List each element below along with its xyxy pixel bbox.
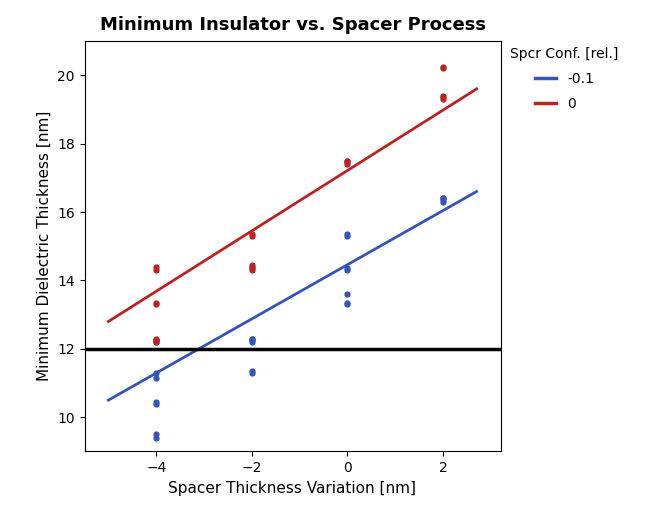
- Point: [343, 300, 353, 308]
- Point: [438, 92, 448, 100]
- X-axis label: Spacer Thickness Variation [nm]: Spacer Thickness Variation [nm]: [168, 481, 417, 496]
- Point: [151, 369, 161, 377]
- Point: [246, 263, 257, 271]
- Point: [343, 299, 353, 307]
- Point: [151, 338, 161, 346]
- Point: [343, 264, 353, 272]
- Point: [246, 369, 257, 377]
- Point: [151, 374, 161, 382]
- Point: [246, 232, 257, 240]
- Point: [246, 334, 257, 343]
- Point: [343, 232, 353, 240]
- Point: [151, 334, 161, 343]
- Point: [151, 430, 161, 439]
- Point: [343, 160, 353, 168]
- Point: [246, 266, 257, 274]
- Point: [438, 64, 448, 72]
- Point: [343, 290, 353, 298]
- Point: [246, 264, 257, 272]
- Point: [343, 266, 353, 274]
- Point: [438, 196, 448, 204]
- Point: [343, 159, 353, 167]
- Legend: -0.1, 0: -0.1, 0: [504, 41, 624, 116]
- Point: [438, 63, 448, 71]
- Point: [438, 194, 448, 203]
- Title: Minimum Insulator vs. Spacer Process: Minimum Insulator vs. Spacer Process: [99, 16, 486, 34]
- Point: [438, 95, 448, 103]
- Point: [343, 230, 353, 239]
- Point: [151, 299, 161, 307]
- Point: [246, 230, 257, 239]
- Point: [438, 198, 448, 206]
- Point: [151, 263, 161, 271]
- Point: [246, 367, 257, 375]
- Point: [151, 300, 161, 308]
- Point: [151, 433, 161, 442]
- Point: [246, 334, 257, 343]
- Point: [151, 398, 161, 406]
- Point: [438, 194, 448, 203]
- Point: [151, 336, 161, 344]
- Point: [151, 266, 161, 274]
- Point: [151, 336, 161, 344]
- Point: [151, 400, 161, 408]
- Point: [438, 93, 448, 102]
- Point: [246, 336, 257, 344]
- Point: [343, 156, 353, 165]
- Y-axis label: Minimum Dielectric Thickness [nm]: Minimum Dielectric Thickness [nm]: [36, 111, 51, 382]
- Point: [151, 338, 161, 346]
- Point: [343, 156, 353, 165]
- Point: [246, 261, 257, 269]
- Point: [246, 338, 257, 346]
